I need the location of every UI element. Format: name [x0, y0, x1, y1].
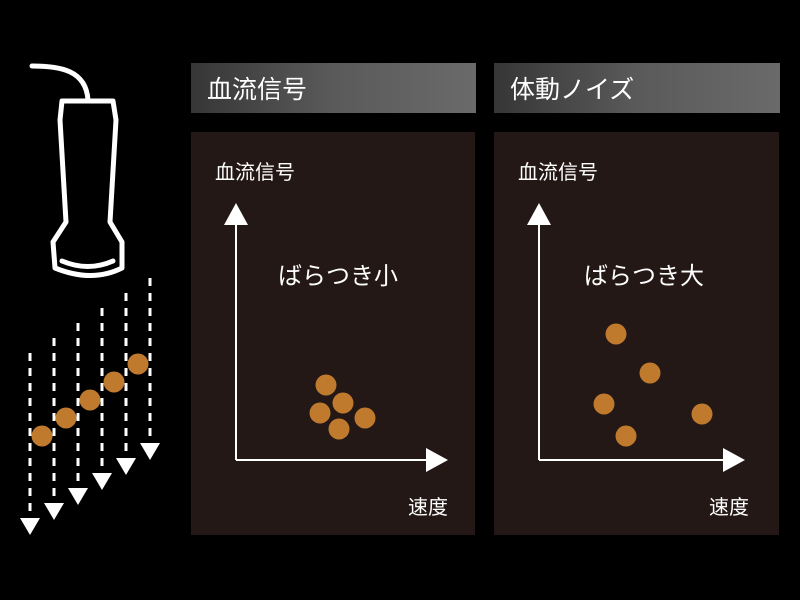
x-axis-arrow-right [723, 448, 745, 472]
panel-body-motion-noise [494, 132, 779, 535]
header-label: 体動ノイズ [510, 75, 635, 104]
header-label: 血流信号 [207, 75, 308, 104]
header-blood-flow: 血流信号 [191, 63, 476, 113]
y-axis-arrow-right [527, 203, 551, 225]
arrow-down-icon [140, 443, 160, 460]
scatter-point-left [328, 418, 350, 440]
arrow-down-icon [20, 518, 40, 535]
blood-cell-dot [103, 371, 125, 393]
arrow-down-icon [68, 488, 88, 505]
ultrasound-probe-icon [29, 63, 125, 278]
arrow-down-icon [116, 458, 136, 475]
scatter-point-left [354, 407, 376, 429]
scatter-point-right [593, 393, 615, 415]
scatter-point-right [639, 362, 661, 384]
blood-cell-dot [127, 353, 149, 375]
scatter-point-right [691, 403, 713, 425]
scatter-point-left [332, 392, 354, 414]
scatter-point-right [615, 425, 637, 447]
header-body-motion-noise: 体動ノイズ [494, 63, 780, 113]
annotation-large-variation: ばらつき大 [584, 262, 704, 290]
x-axis-label-right: 速度 [709, 495, 749, 519]
scatter-point-left [309, 402, 331, 424]
x-axis-label-left: 速度 [408, 495, 448, 519]
arrow-down-icon [92, 473, 112, 490]
arrow-down-icon [44, 503, 64, 520]
y-axis-label-right: 血流信号 [518, 160, 598, 184]
y-axis-label-left: 血流信号 [215, 160, 295, 184]
blood-cell-dot [31, 425, 53, 447]
scatter-point-right [605, 323, 627, 345]
y-axis-arrow-left [224, 203, 248, 225]
scatter-point-left [315, 374, 337, 396]
blood-cell-dot [55, 407, 77, 429]
x-axis-arrow-left [426, 448, 448, 472]
annotation-small-variation: ばらつき小 [278, 262, 398, 290]
blood-cell-dot [79, 389, 101, 411]
